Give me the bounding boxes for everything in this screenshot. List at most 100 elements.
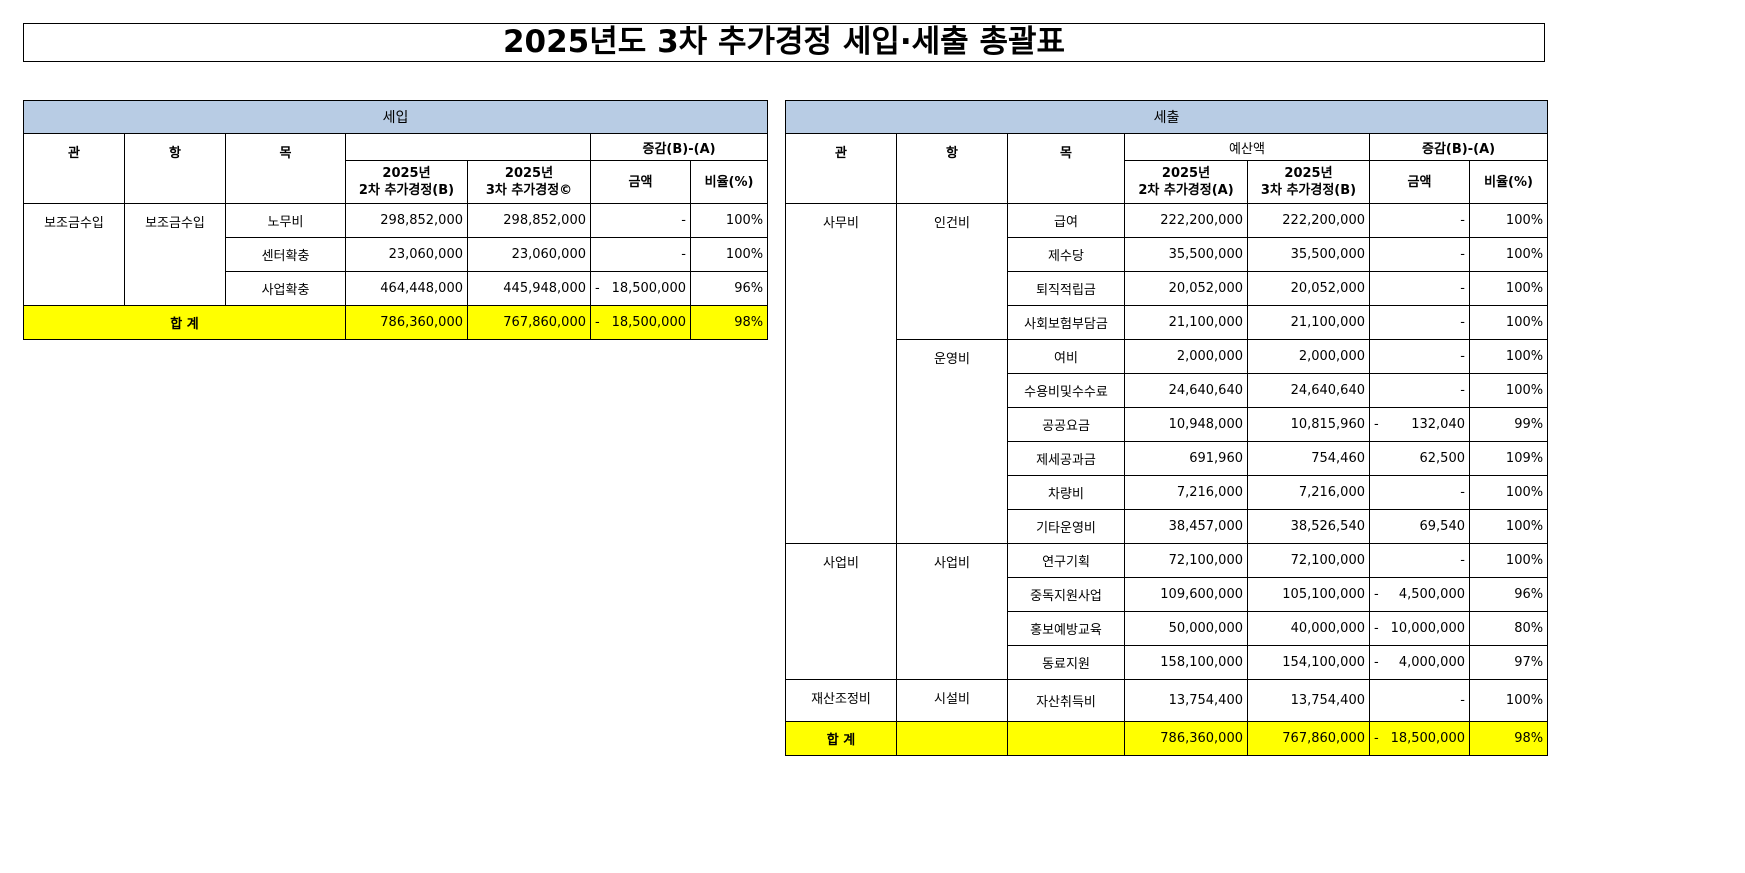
ratio-cell: 96%: [689, 271, 769, 306]
mok-cell: 수용비및수수료: [1007, 373, 1125, 408]
diff-value: -: [681, 247, 686, 262]
mok-cell: 기타운영비: [1007, 509, 1125, 544]
mok-cell: 급여: [1007, 203, 1125, 238]
mok-cell: 공공요금: [1007, 407, 1125, 442]
prev-amount: 24,640,640: [1124, 373, 1248, 408]
diff-sign: -: [1374, 621, 1379, 636]
prev-amount: 23,060,000: [345, 237, 468, 272]
diff-value: -: [1460, 281, 1465, 296]
diff-amount: -: [1369, 237, 1470, 272]
revenue-header: 세입: [22, 100, 769, 134]
mok-cell: 사회보험부담금: [1007, 305, 1125, 340]
mok-cell: 연구기획: [1007, 543, 1125, 578]
hang-cell: 시설비: [896, 679, 1008, 722]
table-row: 홍보예방교육 50,000,000 40,000,000-10,000,000 80%: [786, 611, 1549, 646]
prev-amount: 158,100,000: [1124, 645, 1248, 680]
mok-cell: 여비: [1007, 339, 1125, 374]
col-curr: 2025년 3차 추가경정(B): [1247, 160, 1370, 204]
ratio-cell: 100%: [1468, 237, 1549, 272]
diff-amount: -: [590, 237, 691, 272]
diff-value: -: [681, 213, 686, 228]
curr-amount: 23,060,000: [467, 237, 591, 272]
hang-cell: 사업비: [896, 543, 1008, 680]
curr-amount: 72,100,000: [1247, 543, 1370, 578]
hang-cell: 보조금수입: [124, 203, 226, 306]
ratio-cell: 100%: [689, 237, 769, 272]
col-mok: 목: [225, 133, 346, 204]
page-title: 2025년도 3차 추가경정 세입·세출 총괄표: [23, 23, 1545, 62]
diff-amount: -: [1369, 543, 1470, 578]
col-hang: 항: [124, 133, 226, 204]
mok-cell: 노무비: [225, 203, 346, 238]
table-row: 동료지원 158,100,000 154,100,000- 4,000,000 97%: [786, 645, 1549, 680]
curr-amount: 40,000,000: [1247, 611, 1370, 646]
table-row: 보조금수입 보조금수입 노무비 298,852,000 298,852,000-100%: [23, 203, 769, 306]
diff-sign: -: [1374, 655, 1379, 670]
curr-amount: 20,052,000: [1247, 271, 1370, 306]
diff-value: -: [1460, 485, 1465, 500]
diff-amount: -: [1369, 373, 1470, 408]
col-curr: 2025년 3차 추가경정©: [467, 160, 591, 204]
table-row: 운영비 여비 2,000,000 2,000,000-100%: [786, 339, 1549, 544]
ratio-cell: 96%: [1468, 577, 1549, 612]
ratio-cell: 100%: [1468, 305, 1549, 340]
prev-amount: 109,600,000: [1124, 577, 1248, 612]
total-empty: [896, 721, 1008, 756]
gwan-cell: 사업비: [785, 543, 897, 680]
diff-value: -: [1460, 213, 1465, 228]
diff-value: 69,540: [1419, 519, 1466, 534]
col-ratio: 비율(%): [1468, 160, 1549, 204]
curr-amount: 7,216,000: [1247, 475, 1370, 510]
prev-amount: 10,948,000: [1124, 407, 1248, 442]
prev-amount: 38,457,000: [1124, 509, 1248, 544]
table-row: 사업확충 464,448,000 445,948,000-18,500,000 96%: [24, 271, 769, 306]
diff-value: 18,500,000: [611, 281, 686, 296]
mok-cell: 제수당: [1007, 237, 1125, 272]
diff-amount: - 132,040: [1369, 407, 1470, 442]
table-row: 사업비 사업비 연구기획 72,100,000 72,100,000-100%: [785, 543, 1549, 680]
mok-cell: 자산취득비: [1007, 679, 1125, 722]
ratio-cell: 100%: [1468, 679, 1549, 722]
diff-value: -: [1460, 383, 1465, 398]
ratio-cell: 100%: [1468, 203, 1549, 238]
expenditure-header: 세출: [784, 100, 1549, 134]
diff-amount: -: [1369, 305, 1470, 340]
table-row: 차량비 7,216,000 7,216,000-100%: [786, 475, 1549, 510]
mok-cell: 동료지원: [1007, 645, 1125, 680]
prev-amount: 464,448,000: [345, 271, 468, 306]
prev-amount: 35,500,000: [1124, 237, 1248, 272]
prev-amount: 298,852,000: [345, 203, 468, 238]
ratio-cell: 109%: [1468, 441, 1549, 476]
diff-value: 4,500,000: [1398, 587, 1465, 602]
prev-amount: 7,216,000: [1124, 475, 1248, 510]
prev-amount: 50,000,000: [1124, 611, 1248, 646]
diff-amount: -: [1369, 203, 1470, 238]
diff-amount: -: [1369, 271, 1470, 306]
diff-amount: -: [590, 203, 691, 238]
prev-amount: 2,000,000: [1124, 339, 1248, 374]
table-row: 공공요금 10,948,000 10,815,960- 132,040 99%: [786, 407, 1549, 442]
table-row: 기타운영비 38,457,000 38,526,540 69,540 100%: [786, 509, 1549, 544]
curr-amount: 13,754,400: [1247, 679, 1370, 722]
col-prev: 2025년 2차 추가경정(A): [1124, 160, 1248, 204]
curr-amount: 24,640,640: [1247, 373, 1370, 408]
diff-value: -: [1460, 349, 1465, 364]
prev-amount: 13,754,400: [1124, 679, 1248, 722]
mok-cell: 퇴직적립금: [1007, 271, 1125, 306]
diff-amount: -: [1369, 339, 1470, 374]
gwan-cell: 보조금수입: [23, 203, 125, 306]
curr-amount: 445,948,000: [467, 271, 591, 306]
table-row: 제수당 35,500,000 35,500,000-100%: [786, 237, 1549, 272]
col-ratio: 비율(%): [689, 160, 769, 204]
ratio-cell: 100%: [1468, 271, 1549, 306]
prev-amount: 691,960: [1124, 441, 1248, 476]
table-row: 사무비 인건비 급여 222,200,000 222,200,000-100%: [785, 203, 1549, 544]
col-mok: 목: [1007, 133, 1125, 204]
hang-cell: 인건비: [896, 203, 1008, 340]
ratio-cell: 100%: [689, 203, 769, 238]
diff-amount: - 4,500,000: [1369, 577, 1470, 612]
mok-cell: 사업확충: [225, 271, 346, 306]
total-label: 합 계: [23, 305, 346, 340]
diff-amount: -18,500,000: [590, 305, 691, 340]
curr-amount: 10,815,960: [1247, 407, 1370, 442]
